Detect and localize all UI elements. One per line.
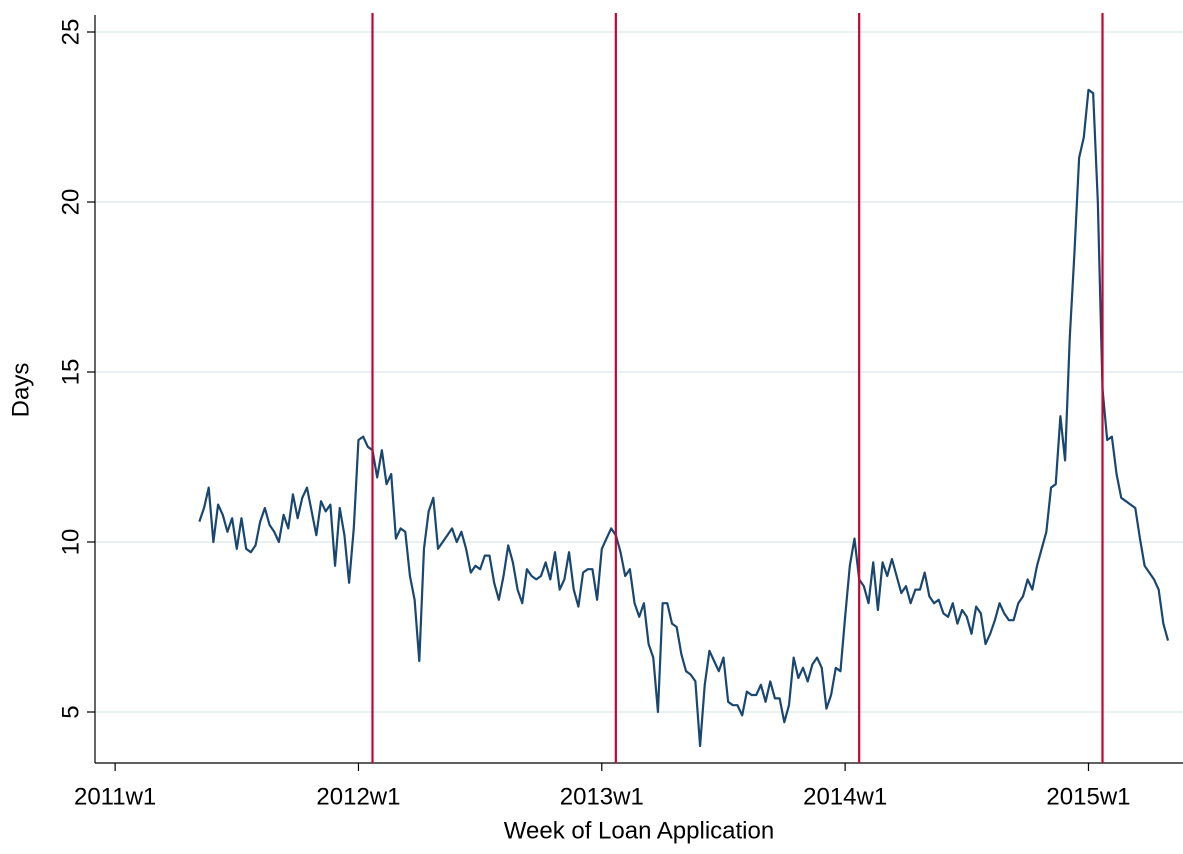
x-tick-label: 2011w1 <box>74 783 156 810</box>
x-tick-label: 2015w1 <box>1046 783 1130 810</box>
x-tick-label: 2013w1 <box>560 783 644 810</box>
x-tick-label: 2014w1 <box>803 783 887 810</box>
y-tick-label: 5 <box>57 705 84 718</box>
y-tick-label: 20 <box>57 189 84 216</box>
x-tick-label: 2012w1 <box>316 783 400 810</box>
y-tick-label: 15 <box>57 359 84 386</box>
y-tick-label: 25 <box>57 19 84 46</box>
line-series <box>198 88 1170 748</box>
x-axis-label: Week of Loan Application <box>504 817 774 844</box>
y-axis-label: Days <box>7 363 34 418</box>
y-tick-label: 10 <box>57 529 84 556</box>
